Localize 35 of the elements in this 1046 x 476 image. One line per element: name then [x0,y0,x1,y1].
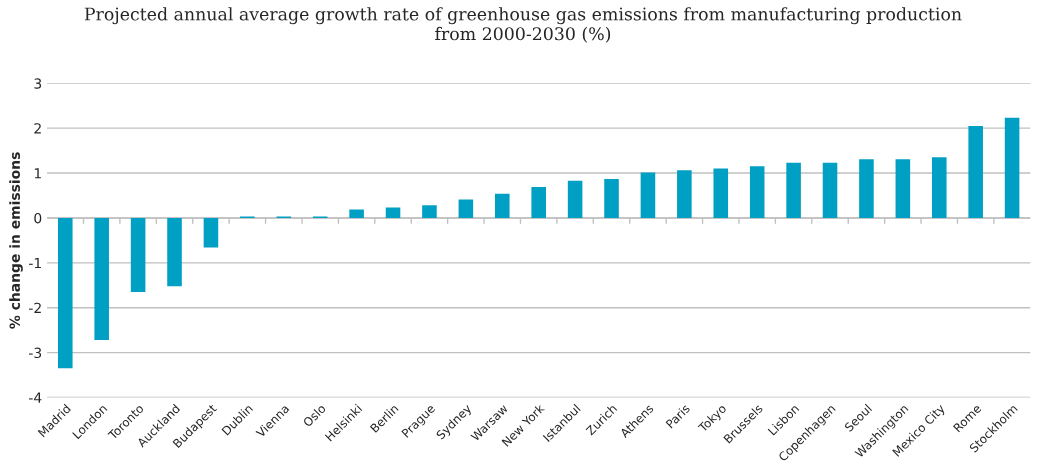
bar [458,199,474,218]
bar [531,186,546,218]
bar [1004,117,1020,218]
y-tick-label: -3 [29,347,42,359]
bar [895,159,911,218]
bar [203,217,219,248]
bar [494,193,510,218]
y-tick-label: -1 [29,257,41,269]
bar [859,159,874,218]
bar [931,157,947,218]
bar [422,205,437,218]
y-tick-label: 3 [34,78,42,89]
y-tick-label: 1 [34,168,41,179]
bar [786,162,801,218]
bar [677,170,692,218]
bar [968,125,983,218]
bar [567,180,583,218]
bar [385,207,401,218]
bar [640,172,656,218]
y-tick-label: 2 [34,123,41,134]
chart-title: Projected annual average growth rate of greenhouse gas emissions from manufacturing production from 2000-2030 (%) [84,7,962,43]
bar [822,162,838,218]
bar [167,217,182,287]
y-tick-label: -2 [29,302,41,313]
bar [349,209,364,218]
bar [130,217,146,292]
y-tick-label: -4 [29,392,42,403]
y-tick-label: 0 [34,212,42,224]
bar [713,168,729,218]
y-axis-title: % change in emissions [9,152,23,329]
bar [604,178,619,218]
bar [749,166,765,218]
bar [57,217,73,369]
x-tick-label: Oslo [302,403,327,428]
bar [94,217,109,341]
